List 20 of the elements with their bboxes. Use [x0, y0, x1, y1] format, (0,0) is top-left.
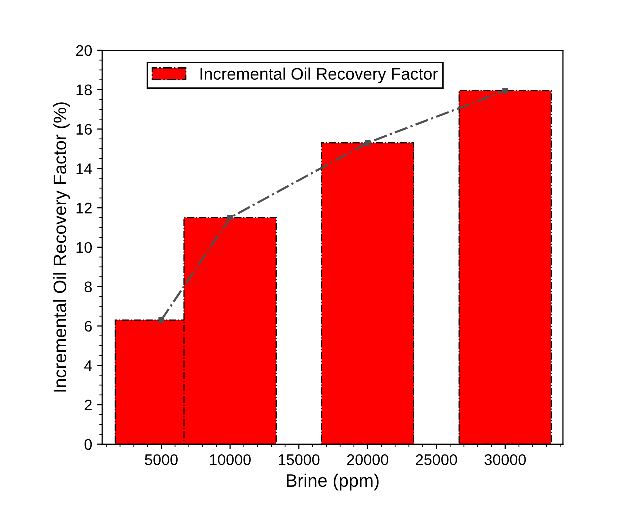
x-tick-label: 25000 [416, 454, 458, 466]
y-tick-label: 0 [84, 439, 92, 450]
x-tick-label: 10000 [210, 454, 251, 466]
y-tick-label: 16 [76, 124, 92, 135]
x-tick-label: 15000 [279, 454, 320, 466]
y-tick-label: 20 [76, 45, 92, 56]
legend-label: Incremental Oil Recovery Factor [200, 68, 438, 84]
x-tick-label: 30000 [484, 454, 526, 466]
y-tick-label: 8 [84, 282, 92, 293]
x-tick-label: 5000 [145, 454, 178, 466]
y-tick-label: 12 [76, 202, 92, 214]
y-tick-label: 14 [76, 164, 92, 174]
y-tick-label: 6 [84, 321, 92, 332]
y-tick-label: 4 [84, 360, 92, 372]
y-tick-label: 2 [84, 400, 92, 411]
x-tick-label: 20000 [347, 454, 389, 466]
x-axis-title: Brine (ppm) [287, 474, 379, 491]
y-axis-title: Incremental Oil Recovery Factor (%) [53, 102, 70, 392]
y-tick-label: 18 [76, 84, 92, 96]
y-tick-label: 10 [76, 242, 92, 254]
